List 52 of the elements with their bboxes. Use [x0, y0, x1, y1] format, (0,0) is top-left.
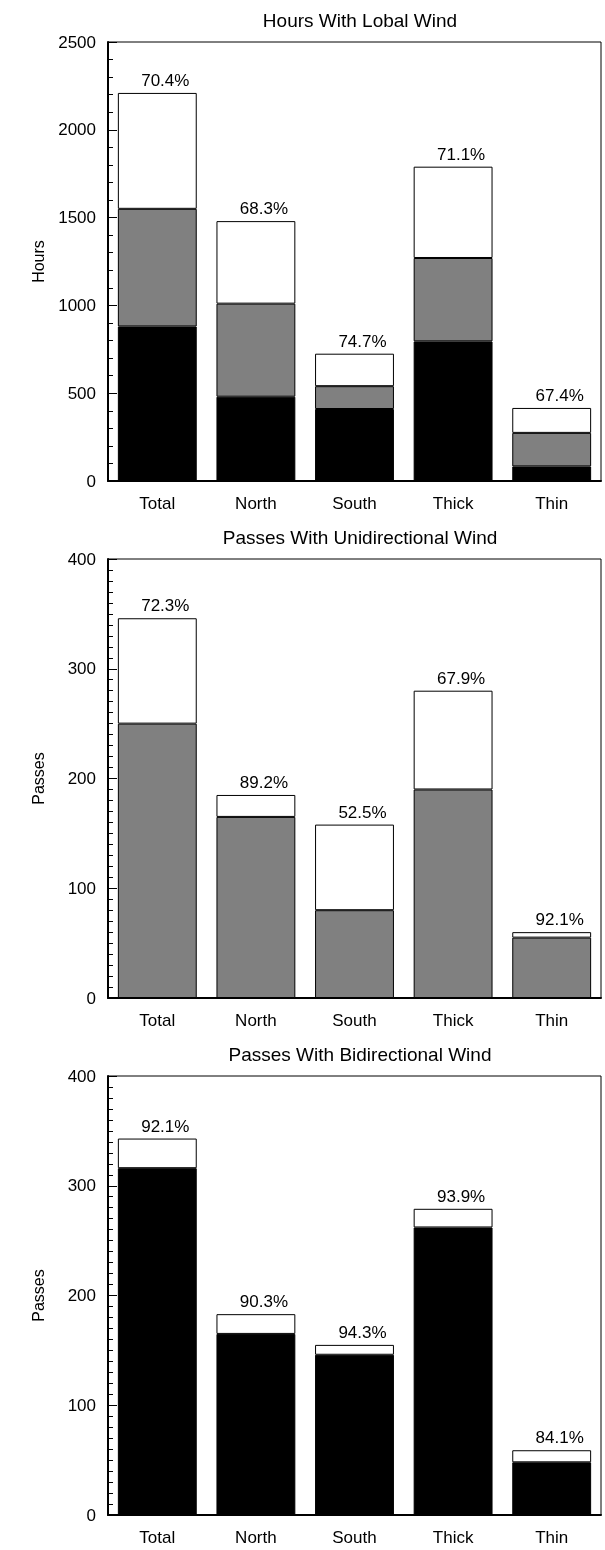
chart-title: Passes With Bidirectional Wind: [228, 1044, 492, 1065]
y-tick-label: 400: [67, 549, 96, 569]
y-tick-label: 100: [67, 878, 96, 898]
annotation: 84.1%: [535, 1428, 584, 1448]
x-tick-label: North: [235, 494, 277, 513]
y-tick-label: 1500: [58, 208, 96, 228]
x-tick-label: Total: [139, 1011, 176, 1030]
annotation: 67.4%: [535, 385, 584, 405]
x-tick-label: Total: [139, 1528, 176, 1547]
y-tick-label: 200: [67, 1286, 96, 1305]
y-tick-label: 0: [86, 988, 96, 1008]
annotation: 71.1%: [437, 144, 486, 164]
annotation: 74.7%: [338, 331, 387, 351]
x-tick-label: North: [235, 1528, 277, 1547]
annotation: 67.9%: [437, 668, 486, 688]
y-tick-label: 300: [67, 1176, 96, 1196]
x-tick-label: South: [332, 494, 377, 513]
x-tick-label: South: [332, 1011, 377, 1030]
annotation: 92.1%: [535, 910, 584, 930]
annotation: 72.3%: [141, 596, 190, 616]
y-tick-label: 400: [67, 1066, 96, 1086]
x-tick-label: South: [332, 1528, 377, 1547]
y-tick-label: 0: [86, 471, 96, 491]
chart-title: Hours With Lobal Wind: [262, 10, 458, 31]
chart-title: Passes With Unidirectional Wind: [222, 527, 498, 548]
y-tick-label: 2000: [58, 120, 96, 140]
y-tick-label: 200: [67, 769, 96, 788]
x-tick-label: Thin: [535, 1528, 569, 1547]
x-tick-label: Thick: [432, 1528, 474, 1547]
y-tick-label: 500: [67, 383, 96, 403]
x-tick-label: North: [235, 1011, 277, 1030]
x-tick-label: Thick: [432, 494, 474, 513]
x-tick-label: Thick: [432, 1011, 474, 1030]
y-tick-label: 2500: [58, 32, 96, 52]
y-tick-label: 1000: [58, 295, 96, 315]
x-tick-label: Thin: [535, 494, 569, 513]
annotation: 52.5%: [338, 802, 387, 822]
annotation: 94.3%: [338, 1322, 387, 1342]
annotation: 89.2%: [239, 772, 288, 792]
x-tick-label: Total: [139, 494, 176, 513]
annotation: 70.4%: [141, 70, 190, 90]
y-axis-title: Hours: [29, 240, 47, 283]
annotation: 92.1%: [141, 1116, 190, 1136]
y-tick-label: 0: [86, 1505, 96, 1525]
y-axis-title: Passes: [29, 1269, 47, 1322]
y-axis-title: Passes: [29, 752, 47, 805]
annotation: 90.3%: [239, 1292, 288, 1312]
annotation: 93.9%: [437, 1186, 486, 1206]
y-tick-label: 300: [67, 659, 96, 679]
annotation: 68.3%: [239, 199, 288, 219]
y-tick-label: 100: [67, 1395, 96, 1415]
x-tick-label: Thin: [535, 1011, 569, 1030]
